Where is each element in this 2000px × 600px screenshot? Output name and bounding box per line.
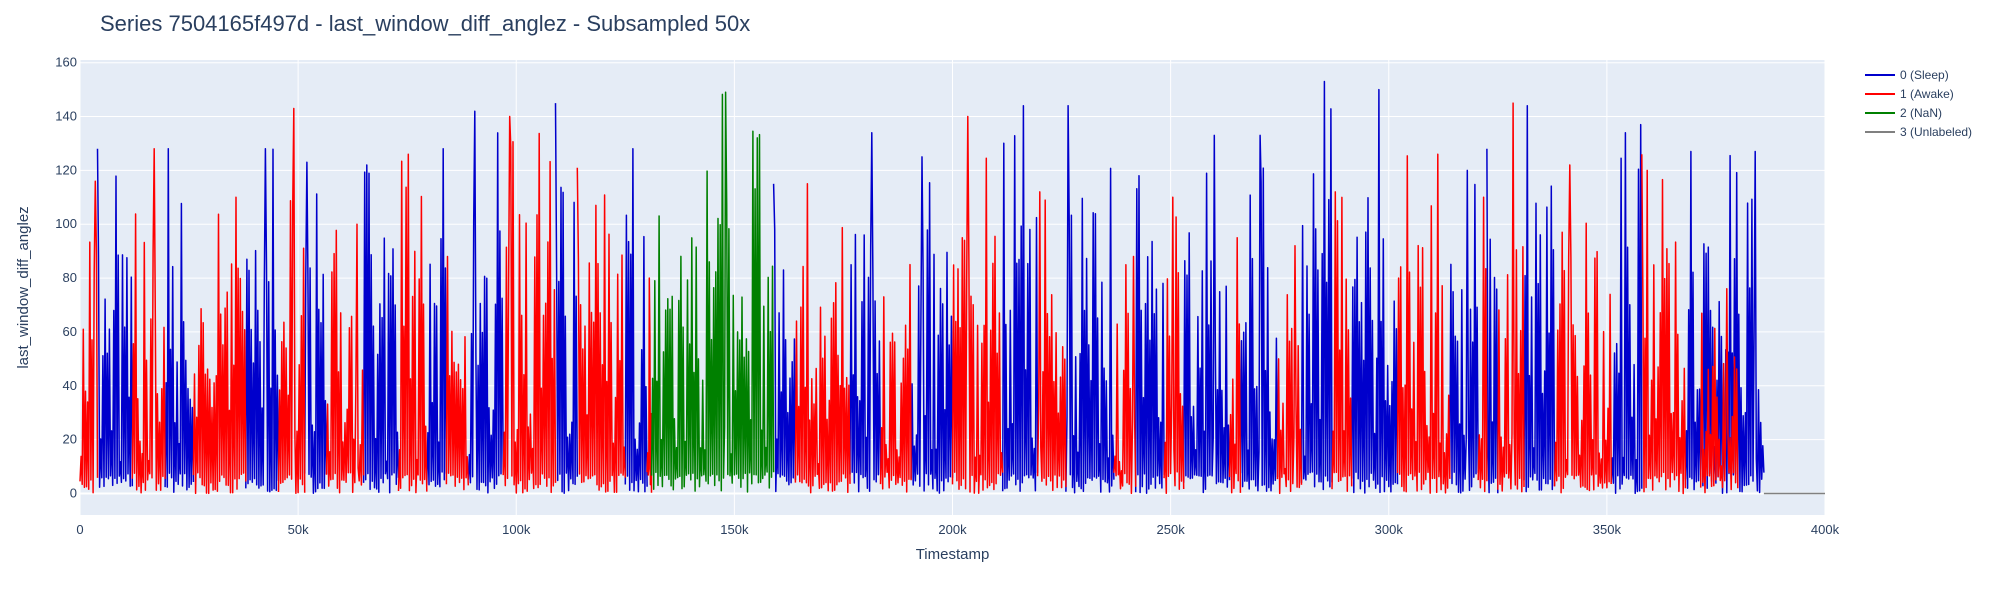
series-line-0	[624, 148, 648, 493]
series-line-0	[245, 148, 280, 493]
series-line-0	[1699, 150, 1765, 495]
series-line-1	[1477, 196, 1488, 493]
series-line-1	[646, 277, 653, 493]
series-line-0	[772, 183, 797, 493]
series-lines	[79, 80, 1825, 495]
series-line-1	[277, 107, 306, 495]
series-line-0	[1449, 169, 1479, 494]
series-line-1	[1228, 236, 1242, 494]
series-line-0	[1486, 148, 1499, 494]
series-line-1	[1036, 191, 1067, 492]
series-line-1	[576, 167, 627, 494]
x-axis-title: Timestamp	[916, 546, 990, 563]
x-tick-label: 250k	[1157, 522, 1186, 537]
series-line-0	[910, 156, 954, 494]
x-tick-label: 150k	[720, 522, 749, 537]
x-tick-label: 200k	[938, 522, 967, 537]
series-line-1	[445, 255, 470, 491]
x-axis-ticks: 0 50k 100k 150k 200k 250k 300k 350k 400k	[76, 522, 1839, 537]
series-line-1	[397, 153, 428, 494]
y-tick-label: 100	[55, 216, 77, 231]
y-tick-label: 0	[70, 485, 77, 500]
legend-item-0[interactable]: 0 (Sleep)	[1865, 68, 1949, 82]
y-axis-ticks: 0 20 40 60 80 100 120 140 160	[55, 55, 77, 501]
series-line-0	[467, 110, 504, 494]
series-line-0	[1182, 134, 1231, 494]
series-line-1	[1396, 153, 1451, 494]
chart-title: Series 7504165f497d - last_window_diff_a…	[100, 11, 750, 36]
series-line-0	[164, 148, 195, 493]
x-tick-label: 350k	[1593, 522, 1622, 537]
y-tick-label: 80	[63, 270, 77, 285]
series-line-0	[303, 161, 328, 494]
series-line-2	[650, 91, 775, 493]
series-line-0	[1523, 105, 1556, 493]
series-line-1	[1497, 102, 1525, 493]
series-line-1	[1699, 288, 1739, 494]
series-line-1	[79, 180, 99, 494]
legend-label: 0 (Sleep)	[1900, 68, 1949, 82]
y-tick-label: 20	[63, 432, 77, 447]
y-tick-label: 40	[63, 378, 77, 393]
legend-item-1[interactable]: 1 (Awake)	[1865, 87, 1954, 101]
series-line-1	[1276, 245, 1303, 495]
series-line-1	[325, 223, 365, 494]
legend-label: 3 (Unlabeled)	[1900, 125, 1972, 139]
x-tick-label: 300k	[1375, 522, 1404, 537]
series-line-1	[794, 183, 851, 494]
series-line-1	[192, 196, 247, 495]
x-tick-label: 0	[76, 522, 83, 537]
legend-label: 1 (Awake)	[1900, 87, 1954, 101]
series-line-0	[1001, 105, 1039, 492]
series-line-1	[1641, 154, 1687, 495]
series-line-1	[1163, 196, 1185, 495]
series-line-1	[1113, 255, 1137, 495]
series-line-0	[1350, 88, 1399, 494]
series-line-0	[1065, 105, 1115, 494]
series-line-0	[362, 164, 400, 494]
x-tick-label: 400k	[1811, 522, 1840, 537]
series-line-0	[554, 103, 579, 495]
legend-item-2[interactable]: 2 (NaN)	[1865, 106, 1942, 120]
legend-item-3[interactable]: 3 (Unlabeled)	[1865, 125, 1972, 139]
series-line-0	[1684, 150, 1702, 491]
y-tick-label: 120	[55, 162, 77, 177]
x-tick-label: 50k	[288, 522, 309, 537]
series-line-0	[1300, 80, 1333, 491]
legend-label: 2 (NaN)	[1900, 106, 1942, 120]
series-line-1	[1553, 164, 1612, 494]
series-line-1	[131, 148, 166, 494]
series-line-0	[426, 148, 448, 488]
x-tick-label: 100k	[502, 522, 531, 537]
series-line-1	[879, 263, 912, 493]
series-line-1	[502, 115, 557, 494]
legend[interactable]: 0 (Sleep) 1 (Awake) 2 (NaN) 3 (Unlabeled)	[1865, 68, 1972, 139]
series-line-0	[96, 148, 134, 488]
y-tick-label: 140	[55, 109, 77, 124]
series-line-1	[951, 115, 1004, 494]
series-line-0	[849, 131, 882, 493]
series-line-0	[1610, 123, 1643, 495]
y-axis-title: last_window_diff_anglez	[15, 206, 32, 368]
y-tick-label: 160	[55, 55, 77, 70]
y-tick-label: 60	[63, 324, 77, 339]
series-line-0	[1239, 134, 1279, 493]
series-line-1	[1331, 191, 1353, 492]
series-line-0	[1134, 175, 1165, 494]
